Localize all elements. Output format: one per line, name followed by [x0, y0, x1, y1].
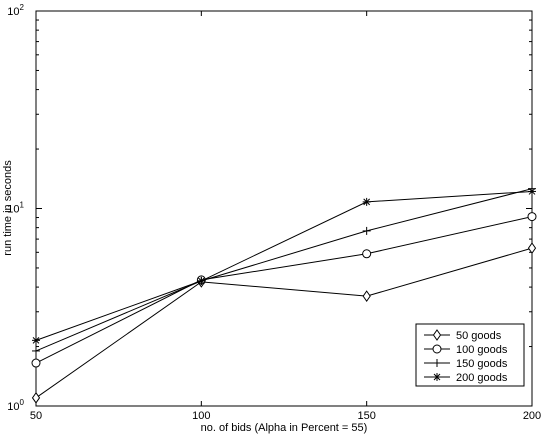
x-tick-label: 50 [30, 410, 42, 422]
legend-entry: 150 goods [424, 358, 508, 370]
legend-entry: 100 goods [424, 344, 508, 356]
data-point-asterisk-icon [528, 187, 536, 196]
data-point-plus-icon [362, 226, 371, 235]
series-1 [31, 242, 537, 404]
data-point-diamond-icon [362, 290, 371, 303]
x-axis-label: no. of bids (Alpha in Percent = 55) [201, 422, 368, 434]
legend-label: 100 goods [456, 344, 508, 356]
y-tick-base: 10 [7, 204, 19, 216]
y-tick-label: 101 [7, 201, 24, 216]
legend-label: 50 goods [456, 330, 502, 342]
data-point-asterisk-icon [32, 336, 40, 345]
data-point-diamond-icon [31, 391, 41, 404]
legend-asterisk-icon [433, 373, 441, 381]
y-tick-exponent: 1 [20, 201, 25, 210]
x-tick-label: 150 [357, 410, 375, 422]
data-point-circle-icon [527, 212, 537, 222]
data-point-asterisk-icon [362, 197, 371, 206]
legend-entry: 200 goods [424, 372, 508, 384]
legend-label: 200 goods [456, 372, 508, 384]
legend-circle-icon [432, 344, 442, 354]
y-tick-label: 102 [7, 3, 24, 18]
series-line [35, 216, 533, 364]
series-line [35, 247, 533, 399]
series-layer [31, 184, 537, 404]
data-point-circle-icon [362, 249, 372, 259]
legend: 50 goods 100 goods 150 goods 200 goods [415, 323, 525, 387]
y-tick-label: 100 [7, 398, 24, 413]
x-tick-label: 100 [192, 410, 210, 422]
legend-plus-icon [433, 359, 441, 367]
series-line [35, 188, 533, 352]
legend-entry: 50 goods [424, 329, 502, 342]
data-point-diamond-icon [527, 242, 537, 255]
data-point-plus-icon [32, 346, 40, 355]
x-tick-label: 200 [523, 410, 541, 422]
y-tick-exponent: 0 [20, 398, 25, 407]
data-point-circle-icon [31, 358, 41, 368]
data-point-asterisk-icon [197, 276, 206, 285]
series-2 [31, 212, 537, 368]
y-tick-base: 10 [7, 401, 19, 413]
y-tick-base: 10 [7, 6, 19, 18]
series-4 [32, 187, 536, 345]
y-tick-exponent: 2 [20, 3, 25, 12]
legend-diamond-icon [432, 329, 442, 341]
legend-label: 150 goods [456, 358, 508, 370]
y-axis-label: run time in seconds [2, 160, 14, 256]
series-line [35, 190, 533, 341]
